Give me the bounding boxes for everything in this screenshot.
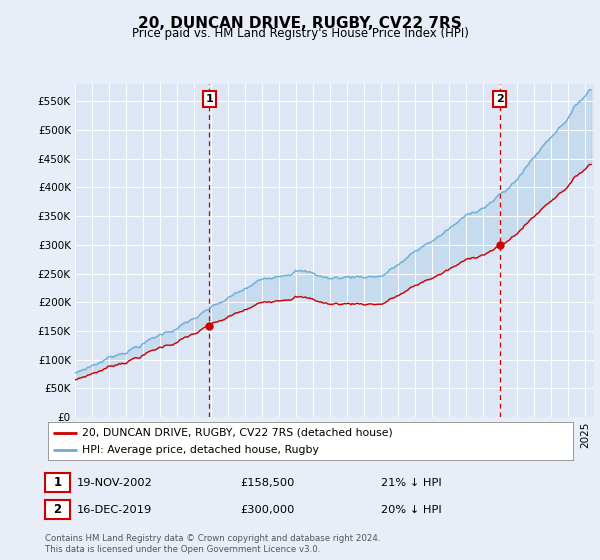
Text: 2: 2 xyxy=(53,503,62,516)
Text: 16-DEC-2019: 16-DEC-2019 xyxy=(77,505,152,515)
Text: 20, DUNCAN DRIVE, RUGBY, CV22 7RS: 20, DUNCAN DRIVE, RUGBY, CV22 7RS xyxy=(138,16,462,31)
Text: Price paid vs. HM Land Registry's House Price Index (HPI): Price paid vs. HM Land Registry's House … xyxy=(131,27,469,40)
Text: This data is licensed under the Open Government Licence v3.0.: This data is licensed under the Open Gov… xyxy=(45,545,320,554)
Text: Contains HM Land Registry data © Crown copyright and database right 2024.: Contains HM Land Registry data © Crown c… xyxy=(45,534,380,543)
Text: £158,500: £158,500 xyxy=(240,478,295,488)
Text: 1: 1 xyxy=(53,476,62,489)
Text: 19-NOV-2002: 19-NOV-2002 xyxy=(77,478,152,488)
Text: 20% ↓ HPI: 20% ↓ HPI xyxy=(381,505,442,515)
Text: 21% ↓ HPI: 21% ↓ HPI xyxy=(381,478,442,488)
Text: HPI: Average price, detached house, Rugby: HPI: Average price, detached house, Rugb… xyxy=(82,445,319,455)
Text: 1: 1 xyxy=(205,94,213,104)
Text: 2: 2 xyxy=(496,94,503,104)
Text: 20, DUNCAN DRIVE, RUGBY, CV22 7RS (detached house): 20, DUNCAN DRIVE, RUGBY, CV22 7RS (detac… xyxy=(82,427,393,437)
Text: £300,000: £300,000 xyxy=(240,505,295,515)
